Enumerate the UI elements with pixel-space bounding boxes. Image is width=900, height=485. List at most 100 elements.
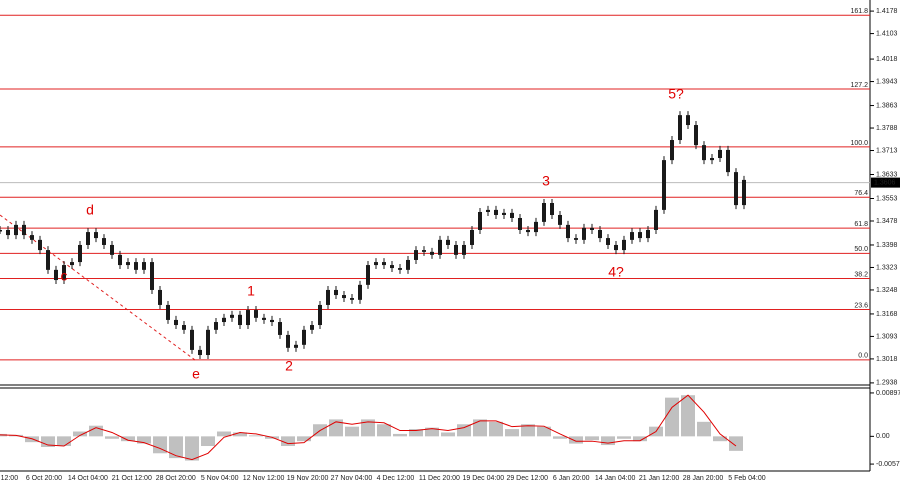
candle [286,334,290,348]
macd-bar [633,436,647,442]
y-tick-label: 0.00897 [876,390,900,397]
candle [6,229,10,236]
candle [470,229,474,245]
x-tick-label: 14 Jan 04:00 [595,475,636,482]
candle [518,217,522,230]
y-tick-label: 1.3248 [876,287,898,294]
candle [710,158,714,161]
macd-bar [217,431,231,437]
macd-bar [345,426,359,437]
candle [526,229,530,233]
y-tick-label: 1.3788 [876,125,898,132]
candle [462,244,466,255]
wave-label: 2 [285,358,293,374]
candle [558,214,562,225]
candle [622,239,626,251]
trend-line [0,214,196,361]
candle [22,224,26,236]
current-price-label: 1.3606 [874,179,896,186]
y-tick-label: 1.4178 [876,8,898,15]
y-tick-label: 1.4103 [876,30,898,37]
candle [702,145,706,161]
candle [150,262,154,290]
y-tick-label: 1.3943 [876,78,898,85]
macd-bar [473,419,487,437]
macd-bar [665,397,679,437]
macd-bar [681,395,695,437]
candle [30,235,34,240]
candle [334,289,338,296]
y-tick-label: 1.3478 [876,218,898,225]
candle [102,238,106,245]
candle [14,224,18,236]
candle [254,310,258,318]
candle [718,149,722,159]
candle [574,238,578,240]
macd-bar [153,436,167,454]
macd-bar [729,436,743,451]
candle [438,239,442,255]
candle [342,295,346,299]
candle [62,265,66,281]
y-tick-label: 1.3093 [876,333,898,340]
x-tick-label: 27 Nov 04:00 [331,475,373,482]
candle [190,329,194,350]
fib-label: 76.4 [854,190,868,197]
candle [270,319,274,323]
candle [182,325,186,330]
macd-bar [281,436,295,447]
candle [406,259,410,270]
macd-bar [441,432,455,437]
wave-label: 4? [608,264,624,280]
macd-bar [569,436,583,444]
macd-bar [489,421,503,437]
fib-label: 61.8 [854,221,868,228]
macd-bar [713,436,727,442]
candle [742,179,746,206]
candle [174,319,178,326]
y-tick-label: 1.3323 [876,264,898,271]
candle [582,227,586,240]
x-tick-label: 28 Oct 20:00 [156,475,196,482]
candle [70,262,74,266]
candle [246,310,250,326]
candle [390,265,394,269]
candle [278,322,282,335]
candle [662,160,666,210]
candle [166,304,170,320]
candle [542,202,546,222]
macd-bar [249,435,263,437]
candle [598,229,602,239]
macd-bar [601,436,615,446]
x-tick-label: 19 Nov 20:00 [287,475,329,482]
candle [486,209,490,212]
candle [734,172,738,206]
y-tick-label: 1.2938 [876,380,898,387]
candle [110,244,114,255]
candle [614,244,618,251]
macd-bar [377,424,391,437]
candle [126,262,130,266]
x-tick-label: 4 Dec 12:00 [377,475,415,482]
macd-bar [185,436,199,461]
y-tick-label: -0.00573 [876,461,900,468]
candle [262,317,266,320]
macd-bar [697,421,711,437]
y-tick-label: 1.3863 [876,102,898,109]
x-tick-label: 21 Oct 12:00 [112,475,152,482]
wave-label: e [192,366,200,382]
wave-label: c [61,268,68,284]
candle [446,239,450,245]
candle [302,329,306,345]
candle [0,229,2,232]
wave-label: d [86,202,94,218]
x-tick-label: 29 Dec 12:00 [506,475,548,482]
candle [158,289,162,305]
candle [198,349,202,356]
macd-bar [505,429,519,437]
macd-bar [233,432,247,437]
candle [382,262,386,266]
y-tick-label: 1.3168 [876,311,898,318]
macd-bar [105,436,119,439]
macd-bar [617,436,631,439]
